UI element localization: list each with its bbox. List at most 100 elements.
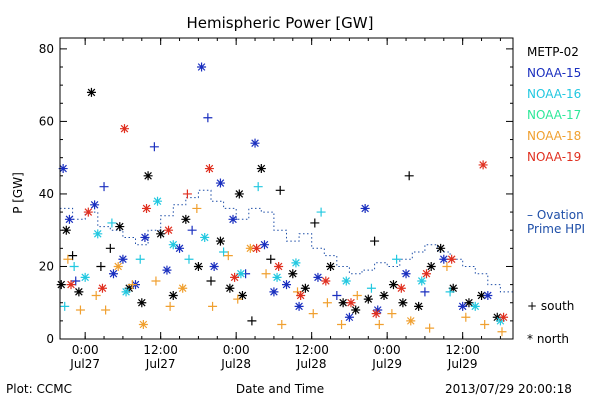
data-point-noaa-16-south (135, 254, 145, 264)
data-point-noaa-16-north (80, 272, 90, 282)
data-point-noaa-15-north (344, 312, 354, 322)
data-point-noaa-16-south (253, 182, 263, 192)
data-point-noaa-15-north (209, 261, 219, 271)
data-point-noaa-15-north (373, 305, 383, 315)
chart-title: Hemispheric Power [GW] (187, 14, 374, 32)
data-point-metp-02-north (426, 261, 436, 271)
data-point-noaa-18-north (113, 261, 123, 271)
data-point-noaa-18-south (425, 323, 435, 333)
y-tick-label: 60 (39, 114, 54, 128)
data-point-noaa-18-north (406, 316, 416, 326)
data-point-noaa-15-north (282, 280, 291, 290)
data-point-metp-02-north (115, 222, 125, 232)
data-point-noaa-19-north (396, 283, 406, 293)
data-point-noaa-18-south (223, 251, 233, 261)
ovation-label-line1: – Ovation (527, 208, 584, 222)
data-point-noaa-16-south (107, 218, 117, 228)
y-axis: 0 20 40 60 80 (39, 42, 513, 346)
data-point-noaa-15-north (90, 200, 100, 210)
legend-entry-noaa-19: NOAA-19 (527, 150, 581, 164)
data-point-noaa-18-south (91, 290, 101, 300)
data-point-metp-02-south (275, 185, 285, 195)
data-point-noaa-15-north (458, 301, 468, 311)
y-tick-label: 20 (39, 259, 54, 273)
data-point-noaa-16-south (184, 254, 194, 264)
data-point-noaa-15-north (58, 164, 68, 174)
data-point-noaa-19-north (371, 309, 381, 319)
data-point-metp-02-south (206, 276, 216, 286)
x-tick-label-date: Jul28 (220, 357, 251, 371)
data-point-noaa-18-north (245, 243, 255, 253)
x-tick-label-time: 12:00 (143, 343, 178, 357)
data-point-noaa-18-south (151, 276, 161, 286)
data-point-noaa-16-south (316, 207, 326, 217)
data-point-noaa-19-north (274, 261, 284, 271)
data-point-noaa-15-north (215, 178, 225, 188)
data-point-noaa-18-south (442, 261, 452, 271)
data-point-noaa-19-north (66, 280, 76, 290)
data-point-metp-02-north (464, 298, 474, 308)
data-point-metp-02-north (168, 290, 178, 300)
data-point-noaa-15-north (269, 287, 279, 297)
data-point-noaa-15-north (118, 254, 128, 264)
x-axis-label: Date and Time (236, 382, 324, 396)
data-point-noaa-16-north (341, 276, 351, 286)
y-tick-label: 40 (39, 187, 54, 201)
data-point-noaa-18-south (192, 203, 202, 213)
data-point-noaa-18-south (461, 312, 471, 322)
data-point-noaa-16-south (60, 301, 70, 311)
data-point-metp-02-north (388, 280, 398, 290)
data-point-noaa-16-south (219, 247, 229, 257)
data-point-noaa-15-south (99, 182, 109, 192)
legend-entry-noaa-17: NOAA-17 (527, 108, 581, 122)
data-point-noaa-16-north (417, 276, 427, 286)
data-point-noaa-15-south (71, 276, 81, 286)
data-point-noaa-19-north (97, 283, 107, 293)
data-point-noaa-16-north (121, 287, 131, 297)
data-point-noaa-18-south (322, 298, 332, 308)
data-point-noaa-15-north (360, 203, 370, 213)
data-point-noaa-19-north (421, 269, 431, 279)
data-point-noaa-19-north (321, 276, 331, 286)
data-point-noaa-19-north (119, 124, 129, 134)
data-point-metp-02-north (288, 269, 298, 279)
data-point-noaa-19-north (204, 164, 214, 174)
data-point-noaa-18-south (75, 305, 85, 315)
x-tick-label-date: Jul29 (371, 357, 402, 371)
data-point-metp-02-north (363, 294, 373, 304)
data-point-metp-02-south (266, 254, 276, 264)
data-point-noaa-16-south (366, 283, 376, 293)
data-point-metp-02-south (105, 243, 115, 253)
data-point-metp-02-north (61, 225, 71, 235)
data-point-noaa-19-south (182, 189, 192, 199)
data-point-metp-02-north (193, 261, 203, 271)
data-point-noaa-18-south (127, 280, 137, 290)
data-point-metp-02-south (310, 218, 320, 228)
data-point-noaa-16-north (153, 196, 163, 206)
plot-credit: Plot: CCMC (6, 382, 72, 396)
data-point-noaa-15-north (162, 265, 172, 275)
data-point-metp-02-north (448, 283, 458, 293)
data-point-noaa-15-north (197, 62, 207, 72)
data-point-noaa-19-north (164, 225, 174, 235)
data-point-metp-02-north (156, 229, 166, 239)
data-point-noaa-19-north (252, 243, 262, 253)
x-tick-label-time: 12:00 (445, 343, 480, 357)
legend: METP-02 NOAA-15 NOAA-16 NOAA-17 NOAA-18 NOAA-… (527, 45, 581, 164)
data-point-noaa-18-south (261, 269, 271, 279)
south-marker-legend: + south (527, 299, 574, 313)
data-point-noaa-16-south (392, 254, 402, 264)
data-point-metp-02-north (237, 290, 247, 300)
data-point-metp-02-south (247, 316, 257, 326)
data-point-metp-02-north (379, 290, 389, 300)
data-point-metp-02-north (436, 243, 446, 253)
y-axis-label: P [GW] (11, 172, 25, 214)
data-point-metp-02-north (74, 287, 84, 297)
data-point-noaa-19-north (346, 298, 356, 308)
data-point-noaa-18-south (208, 301, 218, 311)
data-point-noaa-15-north (294, 301, 304, 311)
data-points (56, 62, 509, 337)
data-point-noaa-15-north (401, 269, 411, 279)
data-point-noaa-15-south (420, 287, 430, 297)
data-point-metp-02-north (124, 283, 134, 293)
